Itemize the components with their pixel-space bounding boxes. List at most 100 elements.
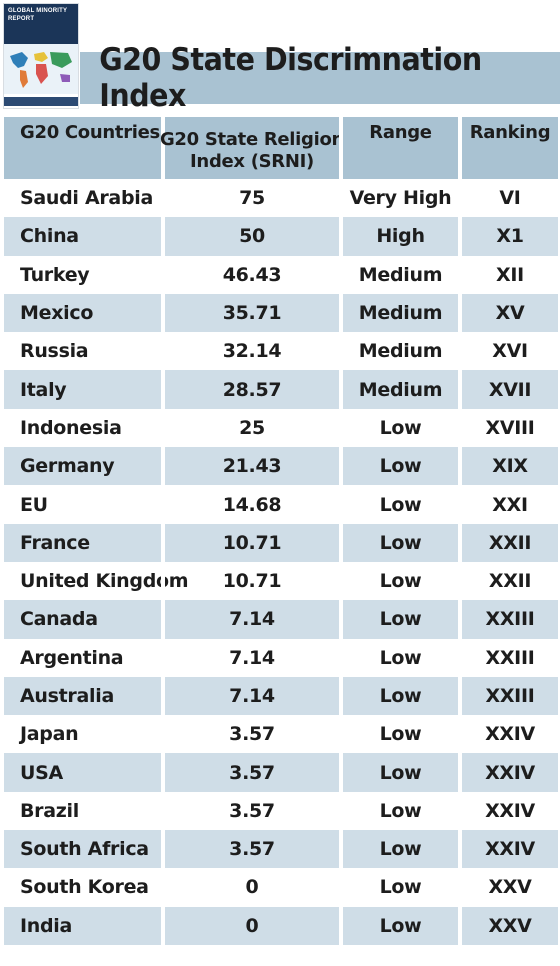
ranking-cell: XXIV bbox=[458, 715, 558, 754]
column-header-ranking: Ranking bbox=[458, 117, 558, 179]
ranking-cell: XVI bbox=[458, 332, 558, 371]
index-cell: 32.14 bbox=[161, 332, 339, 371]
table-row: Brazil 3.57 Low XXIV bbox=[4, 791, 558, 831]
ranking-cell: XXIV bbox=[458, 791, 558, 831]
country-cell: Saudi Arabia bbox=[20, 187, 153, 210]
index-cell: 21.43 bbox=[161, 447, 339, 486]
table-row: Saudi Arabia 75 Very High VI bbox=[4, 179, 558, 218]
page-title: G20 State Discrimnation Index bbox=[99, 42, 482, 114]
ranking-cell: XXIII bbox=[458, 676, 558, 716]
country-cell: Brazil bbox=[20, 799, 79, 822]
ranking-cell: XXIV bbox=[458, 830, 558, 869]
table-row: EU 14.68 Low XXI bbox=[4, 485, 558, 524]
table-row: USA 3.57 Low XXIV bbox=[4, 753, 558, 792]
ranking-cell: XVIII bbox=[458, 408, 558, 448]
index-cell: 46.43 bbox=[161, 255, 339, 294]
table-row: Germany 21.43 Low XIX bbox=[4, 447, 558, 486]
range-cell: Low bbox=[339, 676, 458, 716]
world-map-icon bbox=[4, 44, 78, 94]
report-cover-thumbnail: Global Minority Report bbox=[3, 3, 79, 109]
index-cell: 10.71 bbox=[161, 561, 339, 601]
table-row: Japan 3.57 Low XXIV bbox=[4, 715, 558, 754]
country-cell: India bbox=[20, 914, 73, 937]
range-cell: Low bbox=[339, 561, 458, 601]
range-cell: Low bbox=[339, 485, 458, 524]
index-cell: 28.57 bbox=[161, 370, 339, 409]
column-header-index: G20 State Religion Index (SRNI) bbox=[160, 117, 344, 179]
country-cell: Australia bbox=[20, 685, 114, 707]
range-cell: Low bbox=[339, 830, 458, 869]
country-cell: Mexico bbox=[20, 302, 94, 325]
column-header-index-line2: Index (SRNI) bbox=[190, 150, 314, 172]
country-cell: South Africa bbox=[20, 838, 149, 861]
range-cell: Low bbox=[339, 906, 458, 945]
ranking-cell: XVII bbox=[458, 370, 558, 409]
ranking-cell: XXII bbox=[458, 561, 558, 601]
country-cell: Turkey bbox=[20, 263, 90, 286]
table-row: Mexico 35.71 Medium XV bbox=[4, 293, 558, 333]
title-banner: G20 State Discrimnation Index bbox=[80, 42, 560, 114]
ranking-cell: XXIII bbox=[458, 600, 558, 639]
column-header-range: Range bbox=[339, 117, 458, 179]
report-cover-brand-line2: Report bbox=[8, 16, 35, 22]
table-row: Turkey 46.43 Medium XII bbox=[4, 255, 558, 294]
country-cell: Germany bbox=[20, 455, 115, 478]
country-cell: Indonesia bbox=[20, 416, 122, 439]
country-cell: Argentina bbox=[20, 646, 124, 669]
ranking-cell: X1 bbox=[458, 217, 558, 256]
range-cell: Very High bbox=[339, 179, 458, 218]
ranking-cell: XXI bbox=[458, 485, 558, 524]
table-row: Russia 32.14 Medium XVI bbox=[4, 332, 558, 371]
country-cell: USA bbox=[20, 761, 63, 784]
country-cell: Russia bbox=[20, 340, 89, 363]
table-row: Italy 28.57 Medium XVII bbox=[4, 370, 558, 409]
index-cell: 7.14 bbox=[161, 676, 339, 716]
country-cell: Italy bbox=[20, 378, 67, 401]
index-cell: 75 bbox=[161, 179, 339, 218]
range-cell: Medium bbox=[339, 332, 458, 371]
country-cell: Canada bbox=[20, 608, 98, 631]
table-row: United Kingdom 10.71 Low XXII bbox=[4, 561, 558, 601]
index-cell: 7.14 bbox=[161, 600, 339, 639]
range-cell: Low bbox=[339, 523, 458, 562]
table-row: South Africa 3.57 Low XXIV bbox=[4, 830, 558, 869]
country-cell: United Kingdom bbox=[20, 570, 189, 593]
column-header-country: G20 Countries bbox=[20, 122, 160, 143]
range-cell: Low bbox=[339, 791, 458, 831]
index-table: G20 Countries G20 State Religion Index (… bbox=[4, 117, 558, 945]
range-cell: Medium bbox=[339, 370, 458, 409]
index-cell: 0 bbox=[161, 868, 339, 907]
index-cell: 10.71 bbox=[161, 523, 339, 562]
index-cell: 3.57 bbox=[161, 715, 339, 754]
range-cell: Low bbox=[339, 753, 458, 792]
range-cell: High bbox=[339, 217, 458, 256]
table-row: South Korea 0 Low XXV bbox=[4, 868, 558, 907]
country-cell: EU bbox=[20, 493, 48, 516]
index-cell: 7.14 bbox=[161, 638, 339, 677]
range-cell: Low bbox=[339, 638, 458, 677]
table-row: Indonesia 25 Low XVIII bbox=[4, 408, 558, 448]
table-row: Canada 7.14 Low XXIII bbox=[4, 600, 558, 639]
column-header-index-line1: G20 State Religion bbox=[159, 128, 345, 150]
index-cell: 14.68 bbox=[161, 485, 339, 524]
table-row: China 50 High X1 bbox=[4, 217, 558, 256]
range-cell: Medium bbox=[339, 293, 458, 333]
country-cell: China bbox=[20, 225, 79, 248]
ranking-cell: XXV bbox=[458, 906, 558, 945]
index-cell: 25 bbox=[161, 408, 339, 448]
index-cell: 35.71 bbox=[161, 293, 339, 333]
country-cell: Japan bbox=[20, 723, 79, 746]
country-cell: France bbox=[20, 531, 90, 554]
report-cover-footer bbox=[4, 97, 78, 106]
ranking-cell: XXV bbox=[458, 868, 558, 907]
table-row: France 10.71 Low XXII bbox=[4, 523, 558, 562]
ranking-cell: XXII bbox=[458, 523, 558, 562]
ranking-cell: XV bbox=[458, 293, 558, 333]
range-cell: Low bbox=[339, 447, 458, 486]
range-cell: Low bbox=[339, 600, 458, 639]
ranking-cell: XXIII bbox=[458, 638, 558, 677]
ranking-cell: XIX bbox=[458, 447, 558, 486]
ranking-cell: XII bbox=[458, 255, 558, 294]
country-cell: South Korea bbox=[20, 876, 149, 899]
